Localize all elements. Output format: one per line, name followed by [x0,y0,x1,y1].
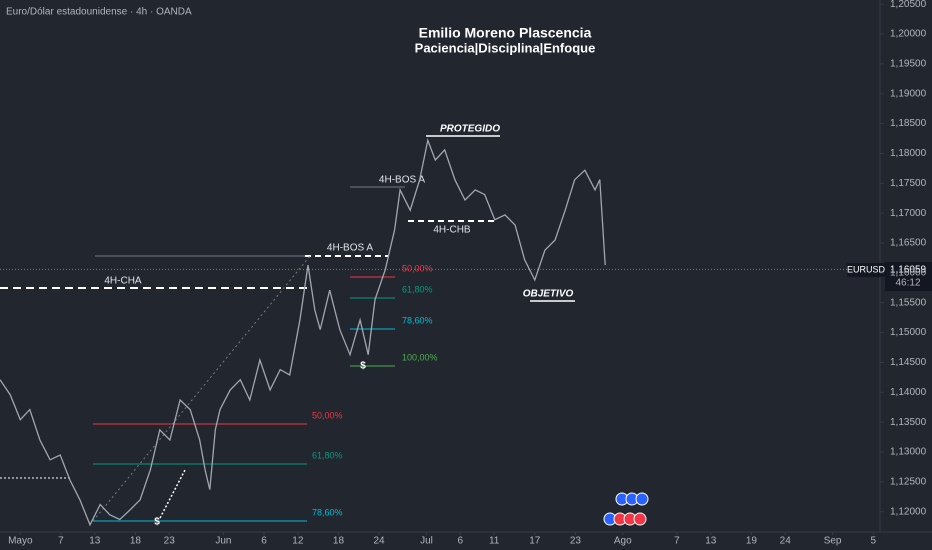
x-tick-label: 5 [870,536,876,547]
x-tick-label: 11 [489,536,500,547]
x-tick-label: 24 [374,536,386,547]
y-tick-label: 1,17000 [890,208,927,219]
annotation: 4H-BOS A [379,175,425,186]
y-tick-label: 1,14000 [890,387,927,398]
y-tick-label: 1,13500 [890,417,927,428]
liquidity-line [159,469,186,519]
event-icons[interactable] [603,492,649,526]
x-tick-label: 7 [674,536,680,547]
fib-label: 50,00% [312,410,343,420]
annotation: PROTEGIDO [440,124,500,135]
price-box [885,262,932,291]
y-tick-label: 1,18500 [890,118,927,129]
event-icon[interactable] [635,492,649,506]
x-tick-label: 7 [58,536,64,547]
x-tick-label: 23 [570,536,582,547]
y-tick-label: 1,16500 [890,238,927,249]
fib-label: 78,60% [402,315,433,325]
fib-trend [92,255,311,522]
y-tick-label: 1,13000 [890,447,927,458]
y-tick-label: 1,19000 [890,88,927,99]
annotation: 4H-CHB [433,225,471,236]
annotation: 4H-CHA [104,276,142,287]
x-tick-label: Ago [614,536,632,547]
chart-title: Emilio Moreno Plascencia [419,25,592,41]
chart-header: Euro/Dólar estadounidense · 4h · OANDA [6,7,192,18]
x-tick-label: 17 [529,536,541,547]
annotation: 4H-BOS A [327,243,373,254]
fib-label: 78,60% [312,507,343,517]
y-tick-label: 1,15000 [890,327,927,338]
fib-label: 61,80% [312,450,343,460]
x-tick-label: 23 [164,536,176,547]
x-tick-label: 6 [458,536,464,547]
countdown: 46:12 [895,278,920,289]
last-price: 1,16059 [890,265,927,276]
event-icon[interactable] [633,512,647,526]
x-tick-label: 18 [130,536,142,547]
symbol-box [847,263,885,277]
x-tick-label: 6 [261,536,267,547]
y-tick-label: 1,20500 [890,0,927,10]
y-tick-label: 1,15500 [890,297,927,308]
y-tick-label: 1,12500 [890,476,927,487]
x-tick-label: 18 [333,536,345,547]
annotation: OBJETIVO [523,289,574,300]
annotation: $ [360,361,366,372]
x-tick-label: Jul [420,536,433,547]
y-tick-label: 1,12000 [890,506,927,517]
chart-subtitle: Paciencia|Disciplina|Enfoque [415,40,596,55]
y-tick-label: 1,18000 [890,148,927,159]
x-tick-label: 12 [292,536,304,547]
y-tick-label: 1,17500 [890,178,927,189]
x-tick-label: Jun [215,536,231,547]
fib-label: 100,00% [402,352,438,362]
y-tick-label: 1,19500 [890,59,927,70]
x-tick-label: Sep [824,536,842,547]
x-tick-label: 13 [89,536,101,547]
y-tick-label: 1,16000 [890,268,927,279]
price-line [0,137,606,527]
annotation: $ [154,517,160,528]
fib-label: 61,80% [402,284,433,294]
y-tick-label: 1,14500 [890,357,927,368]
y-tick-label: 1,20000 [890,29,927,40]
x-tick-label: 13 [705,536,717,547]
fib-label: 50,00% [402,263,433,273]
x-tick-label: 24 [780,536,792,547]
symbol: EURUSD [847,264,886,274]
x-tick-label: 19 [746,536,758,547]
x-tick-label: Mayo [8,536,33,547]
